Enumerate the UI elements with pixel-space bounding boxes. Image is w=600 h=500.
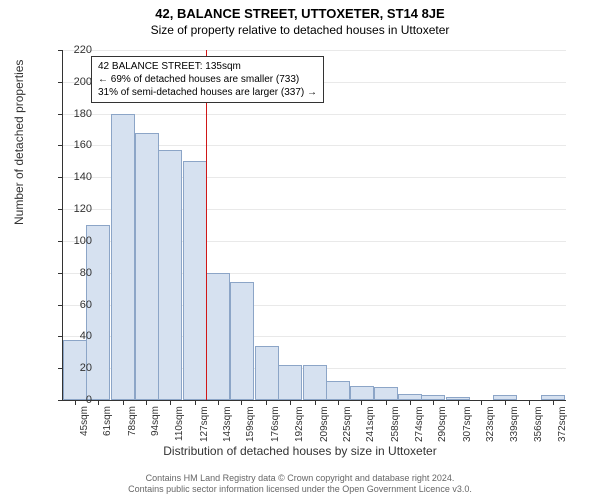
xtick-label: 110sqm xyxy=(174,406,185,441)
xtick-mark xyxy=(195,400,196,405)
ytick-mark xyxy=(58,177,63,178)
xtick-label: 241sqm xyxy=(365,406,376,442)
xtick-label: 176sqm xyxy=(270,406,281,442)
gridline xyxy=(63,114,566,115)
ytick-mark xyxy=(58,273,63,274)
histogram-bar xyxy=(350,386,374,400)
xtick-mark xyxy=(458,400,459,405)
ytick-mark xyxy=(58,241,63,242)
xtick-label: 94sqm xyxy=(150,406,161,436)
xtick-label: 290sqm xyxy=(437,406,448,442)
chart-area: 45sqm61sqm78sqm94sqm110sqm127sqm143sqm15… xyxy=(62,50,565,400)
xtick-label: 356sqm xyxy=(533,406,544,442)
ytick-mark xyxy=(58,209,63,210)
title-sub: Size of property relative to detached ho… xyxy=(0,21,600,37)
xtick-mark xyxy=(218,400,219,405)
ytick-mark xyxy=(58,114,63,115)
annotation-line: 31% of semi-detached houses are larger (… xyxy=(98,86,317,99)
ytick-mark xyxy=(58,400,63,401)
ytick-label: 0 xyxy=(86,394,92,406)
xtick-mark xyxy=(410,400,411,405)
xtick-label: 209sqm xyxy=(319,406,330,442)
xtick-label: 143sqm xyxy=(222,406,233,442)
gridline xyxy=(63,50,566,51)
xtick-mark xyxy=(123,400,124,405)
xtick-label: 127sqm xyxy=(199,406,210,442)
ytick-label: 120 xyxy=(74,203,92,215)
histogram-bar xyxy=(326,381,350,400)
ytick-label: 180 xyxy=(74,108,92,120)
ytick-label: 80 xyxy=(80,267,92,279)
footer: Contains HM Land Registry data © Crown c… xyxy=(0,473,600,496)
xtick-mark xyxy=(170,400,171,405)
xtick-label: 372sqm xyxy=(557,406,568,442)
xtick-label: 323sqm xyxy=(485,406,496,442)
xtick-mark xyxy=(386,400,387,405)
histogram-bar xyxy=(230,282,254,400)
ytick-mark xyxy=(58,50,63,51)
annotation-line: 42 BALANCE STREET: 135sqm xyxy=(98,60,317,73)
xtick-mark xyxy=(98,400,99,405)
ytick-label: 20 xyxy=(80,362,92,374)
ytick-label: 160 xyxy=(74,139,92,151)
histogram-bar xyxy=(111,114,135,400)
plot: 45sqm61sqm78sqm94sqm110sqm127sqm143sqm15… xyxy=(62,50,566,401)
ytick-label: 140 xyxy=(74,171,92,183)
xtick-label: 258sqm xyxy=(390,406,401,442)
histogram-bar xyxy=(303,365,327,400)
ytick-label: 40 xyxy=(80,330,92,342)
xtick-mark xyxy=(75,400,76,405)
histogram-bar xyxy=(183,161,207,400)
xtick-label: 225sqm xyxy=(342,406,353,442)
xtick-label: 45sqm xyxy=(79,406,90,436)
annotation-box: 42 BALANCE STREET: 135sqm← 69% of detach… xyxy=(91,56,324,103)
footer-line-2: Contains public sector information licen… xyxy=(0,484,600,496)
histogram-bar xyxy=(158,150,182,400)
xtick-mark xyxy=(241,400,242,405)
y-axis-label: Number of detached properties xyxy=(12,60,26,225)
histogram-bar xyxy=(135,133,159,400)
histogram-bar xyxy=(374,387,398,400)
xtick-mark xyxy=(361,400,362,405)
xtick-mark xyxy=(146,400,147,405)
histogram-bar xyxy=(206,273,230,400)
ytick-label: 100 xyxy=(74,235,92,247)
xtick-mark xyxy=(505,400,506,405)
xtick-mark xyxy=(433,400,434,405)
xtick-mark xyxy=(290,400,291,405)
xtick-mark xyxy=(315,400,316,405)
title-main: 42, BALANCE STREET, UTTOXETER, ST14 8JE xyxy=(0,0,600,21)
x-axis-label: Distribution of detached houses by size … xyxy=(0,444,600,458)
xtick-mark xyxy=(338,400,339,405)
xtick-label: 159sqm xyxy=(245,406,256,442)
ytick-label: 60 xyxy=(80,299,92,311)
xtick-label: 307sqm xyxy=(462,406,473,442)
ytick-mark xyxy=(58,336,63,337)
ytick-label: 220 xyxy=(74,44,92,56)
annotation-line: ← 69% of detached houses are smaller (73… xyxy=(98,73,317,86)
ytick-mark xyxy=(58,145,63,146)
xtick-mark xyxy=(529,400,530,405)
xtick-label: 61sqm xyxy=(102,406,113,436)
chart-container: 42, BALANCE STREET, UTTOXETER, ST14 8JE … xyxy=(0,0,600,500)
ytick-mark xyxy=(58,305,63,306)
ytick-mark xyxy=(58,82,63,83)
xtick-label: 339sqm xyxy=(509,406,520,442)
xtick-mark xyxy=(266,400,267,405)
xtick-mark xyxy=(553,400,554,405)
footer-line-1: Contains HM Land Registry data © Crown c… xyxy=(0,473,600,485)
ytick-label: 200 xyxy=(74,76,92,88)
xtick-label: 192sqm xyxy=(294,406,305,442)
xtick-mark xyxy=(481,400,482,405)
histogram-bar xyxy=(278,365,302,400)
xtick-label: 274sqm xyxy=(414,406,425,442)
xtick-label: 78sqm xyxy=(127,406,138,436)
histogram-bar xyxy=(255,346,279,400)
